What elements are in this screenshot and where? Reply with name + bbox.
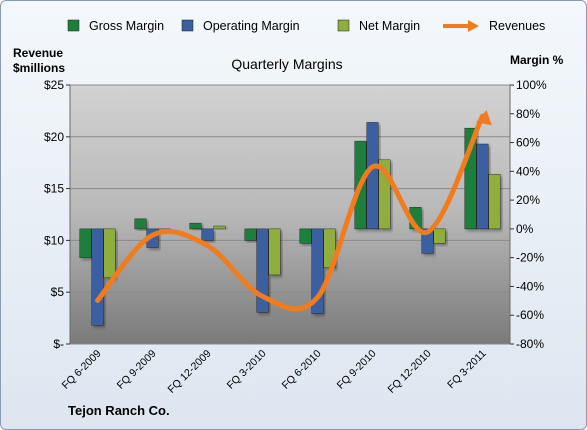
bar-net-margin xyxy=(103,228,116,279)
category-label: FQ 6-2010 xyxy=(280,348,324,392)
right-tick-label: -60% xyxy=(516,308,544,322)
bar-net-margin xyxy=(213,225,226,230)
bar-gross-margin xyxy=(299,228,312,244)
bar-operating-margin xyxy=(311,228,324,314)
revenue-line-arrowhead xyxy=(476,110,492,126)
legend: Gross Margin Operating Margin Net Margin Re… xyxy=(67,19,545,33)
legend-swatch xyxy=(181,19,194,32)
bar-net-margin xyxy=(433,228,446,244)
bar-operating-margin xyxy=(476,143,489,230)
category-label: FQ 9-2010 xyxy=(335,348,379,392)
revenue-line-group xyxy=(95,110,492,312)
legend-item-revenues: Revenues xyxy=(443,19,545,33)
left-tick-label: $10 xyxy=(44,233,64,247)
legend-label: Net Margin xyxy=(359,19,420,33)
left-tick-label: $5 xyxy=(51,285,65,299)
bar-gross-margin xyxy=(79,228,92,258)
bar-net-margin xyxy=(378,159,391,230)
right-axis-title: Margin % xyxy=(510,53,564,67)
right-tick-label: -80% xyxy=(516,337,544,351)
legend-swatch xyxy=(67,19,80,32)
legend-item-gross-margin: Gross Margin xyxy=(67,19,164,33)
category-label: FQ 3-2010 xyxy=(225,348,269,392)
bar-gross-margin xyxy=(244,228,257,241)
category-label: FQ 6-2009 xyxy=(60,348,104,392)
right-tick-label: 60% xyxy=(516,136,540,150)
bar-operating-margin xyxy=(366,122,379,230)
right-tick-label: 80% xyxy=(516,107,540,121)
plot-area xyxy=(70,85,510,344)
category-label: FQ 12-2009 xyxy=(166,348,214,396)
left-tick-label: $20 xyxy=(44,130,64,144)
right-tick-label: 100% xyxy=(516,78,547,92)
left-tick-label: $25 xyxy=(44,78,64,92)
bar-operating-margin xyxy=(421,228,434,254)
category-label: FQ 3-2011 xyxy=(445,348,489,392)
left-axis-title-line2: $millions xyxy=(13,61,65,75)
bar-operating-margin xyxy=(201,228,214,241)
left-tick-label: $- xyxy=(53,337,64,351)
bar-net-margin xyxy=(268,228,281,276)
right-tick-label: 20% xyxy=(516,193,540,207)
bar-net-margin xyxy=(488,174,501,230)
right-tick-label: 0% xyxy=(516,222,534,236)
left-tick-label: $15 xyxy=(44,182,64,196)
legend-label: Revenues xyxy=(489,19,545,33)
legend-arrow xyxy=(468,20,479,32)
company-name: Tejon Ranch Co. xyxy=(68,403,170,418)
legend-item-operating-margin: Operating Margin xyxy=(181,19,300,33)
right-tick-label: -20% xyxy=(516,251,544,265)
bar-operating-margin xyxy=(91,228,104,326)
bar-gross-margin xyxy=(189,222,202,230)
left-axis-title-line1: Revenue xyxy=(13,46,63,60)
bar-gross-margin xyxy=(134,218,147,230)
category-label: FQ 12-2010 xyxy=(386,348,434,396)
legend-label: Operating Margin xyxy=(203,19,300,33)
bar-operating-margin xyxy=(256,228,269,313)
legend-label: Gross Margin xyxy=(89,19,164,33)
chart-title: Quarterly Margins xyxy=(231,56,342,72)
category-label: FQ 9-2009 xyxy=(115,348,159,392)
right-tick-label: -40% xyxy=(516,279,544,293)
right-tick-label: 40% xyxy=(516,164,540,178)
legend-swatch xyxy=(337,19,350,32)
bar-gross-margin xyxy=(464,127,477,230)
legend-item-net-margin: Net Margin xyxy=(337,19,420,33)
